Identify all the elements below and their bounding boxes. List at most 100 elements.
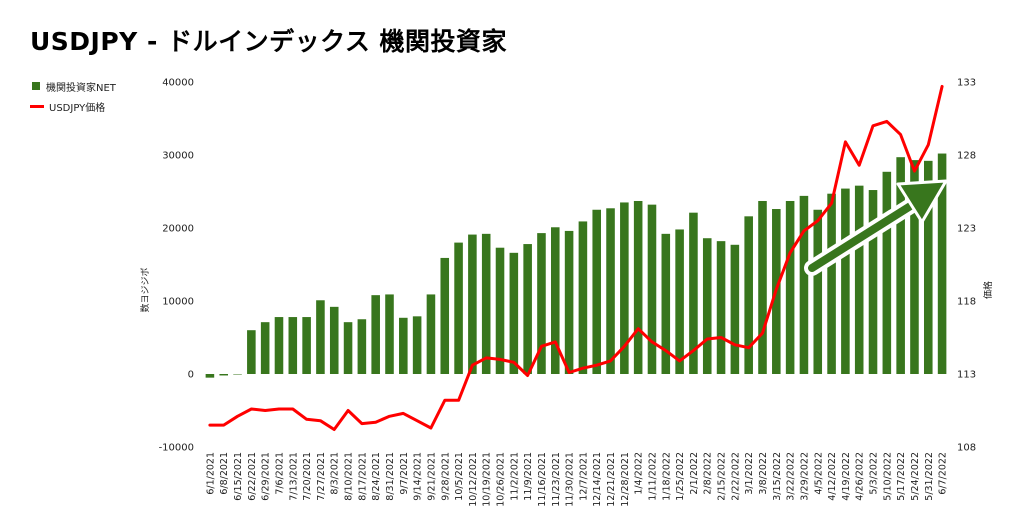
bar [233, 374, 242, 375]
x-tick-label: 3/29/2022 [799, 452, 810, 501]
bar [550, 227, 560, 374]
bar [689, 212, 698, 374]
x-tick-label: 6/1/2021 [205, 452, 216, 495]
legend-item-bars: 機関投資家NET [30, 76, 116, 96]
x-tick-label: 9/28/2021 [440, 452, 451, 501]
y-tick-label-right: 118 [957, 297, 976, 308]
y-tick-label-right: 113 [957, 370, 976, 381]
bar [302, 317, 311, 374]
legend-label-bars: 機関投資家NET [46, 82, 116, 94]
bar [799, 195, 809, 374]
bar [868, 190, 878, 374]
x-tick-label: 4/19/2022 [841, 452, 852, 501]
x-tick-label: 6/22/2021 [247, 452, 258, 501]
x-axis-labels: 6/1/2021 6/8/2021 6/15/2021 6/22/2021 6/29/2… [205, 452, 948, 507]
bar [633, 200, 643, 374]
x-tick-label: 7/20/2021 [302, 452, 313, 501]
bar [813, 209, 823, 374]
x-tick-label: 11/30/2021 [565, 452, 576, 507]
bar [854, 185, 864, 374]
x-tick-label: 12/7/2021 [578, 452, 589, 501]
bar [468, 234, 477, 374]
x-tick-label: 1/11/2022 [647, 452, 658, 501]
x-tick-label: 7/13/2021 [288, 452, 299, 501]
x-tick-label: 2/15/2022 [717, 452, 728, 501]
left-axis: -10000 0 10000 20000 30000 40000 [159, 78, 194, 454]
bar [647, 204, 657, 374]
x-tick-label: 3/8/2022 [758, 452, 769, 495]
bar [675, 229, 684, 374]
bar [716, 241, 726, 374]
x-tick-label: 10/26/2021 [496, 452, 507, 507]
x-tick-label: 10/12/2021 [468, 452, 479, 507]
bar [620, 202, 629, 374]
x-tick-label: 4/5/2022 [813, 452, 824, 495]
y-axis-label-left: 数ヨジジボ [139, 267, 151, 312]
y-tick-label-right: 128 [957, 151, 976, 162]
y-tick-label-left: 30000 [162, 151, 194, 162]
x-tick-label: 3/1/2022 [744, 452, 755, 495]
bar [399, 317, 408, 374]
y-tick-label-left: 10000 [162, 297, 194, 308]
chart-title: USDJPY - ドルインデックス 機関投資家 [30, 27, 508, 56]
x-tick-label: 5/31/2022 [924, 452, 935, 501]
bar [578, 221, 588, 374]
bar [910, 160, 919, 374]
x-tick-label: 12/28/2021 [620, 452, 631, 507]
y-tick-label-left: -10000 [159, 443, 194, 454]
y-axis-label-right: 価格 [982, 281, 994, 299]
bar [923, 160, 933, 374]
bar [702, 238, 712, 374]
legend-swatch-line [30, 104, 44, 108]
x-tick-label: 2/1/2022 [689, 452, 700, 495]
x-tick-label: 11/9/2021 [523, 452, 534, 501]
y-tick-label-left: 40000 [162, 78, 194, 89]
x-tick-label: 8/31/2021 [385, 452, 396, 501]
bar [454, 242, 463, 374]
x-tick-label: 4/26/2022 [855, 452, 866, 501]
bar [274, 317, 284, 374]
y-tick-label-left: 0 [188, 370, 194, 381]
x-tick-label: 9/21/2021 [426, 452, 437, 501]
bar [495, 247, 505, 374]
bar [329, 306, 339, 374]
x-tick-label: 4/12/2022 [827, 452, 838, 501]
bar [440, 257, 450, 374]
x-tick-label: 6/29/2021 [261, 452, 272, 501]
bar [481, 233, 491, 374]
x-tick-label: 8/10/2021 [344, 452, 355, 501]
x-tick-label: 8/17/2021 [357, 452, 368, 501]
x-tick-label: 2/22/2022 [730, 452, 741, 501]
bar [343, 322, 353, 374]
x-tick-label: 6/15/2021 [233, 452, 244, 501]
x-tick-label: 10/19/2021 [482, 452, 493, 507]
right-axis: 108 113 118 123 128 133 [957, 78, 976, 454]
x-tick-label: 5/17/2022 [896, 452, 907, 501]
x-tick-label: 6/7/2022 [938, 452, 949, 495]
bar [744, 216, 753, 374]
y-tick-label-right: 123 [957, 224, 976, 235]
bar [841, 188, 850, 374]
bar [827, 193, 836, 374]
x-tick-label: 8/24/2021 [371, 452, 382, 501]
x-tick-label: 2/8/2022 [703, 452, 714, 495]
bar [260, 322, 270, 374]
bar [564, 230, 574, 374]
x-tick-label: 8/3/2021 [330, 452, 341, 495]
bar [509, 252, 519, 374]
bar [785, 200, 795, 374]
x-tick-label: 11/16/2021 [537, 452, 548, 507]
bar [205, 374, 215, 378]
x-tick-label: 1/18/2022 [661, 452, 672, 501]
legend-label-line: USDJPY価格 [49, 102, 106, 114]
x-tick-label: 1/25/2022 [675, 452, 686, 501]
bar [316, 300, 325, 374]
legend-swatch-bars [32, 82, 40, 90]
bar [385, 294, 394, 374]
x-tick-label: 1/4/2022 [634, 452, 645, 495]
y-tick-label-right: 133 [957, 78, 976, 89]
arrow-shaft [808, 196, 924, 272]
legend: 機関投資家NET USDJPY価格 [30, 76, 116, 116]
bar [357, 319, 367, 374]
